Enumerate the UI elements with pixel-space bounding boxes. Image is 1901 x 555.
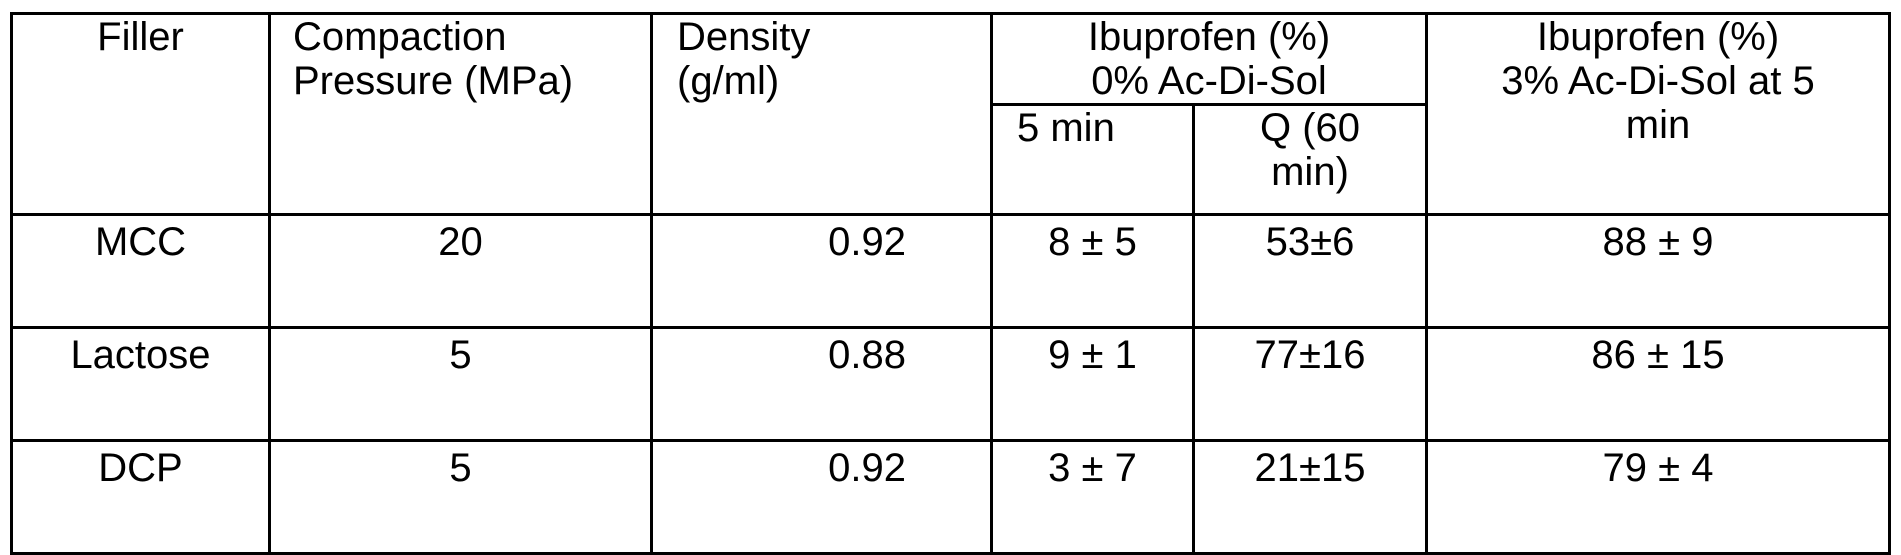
data-table: Filler Compaction Pressure (MPa) Density… bbox=[10, 12, 1891, 555]
header-row: Filler Compaction Pressure (MPa) Density… bbox=[12, 14, 1890, 105]
cell-filler: MCC bbox=[12, 215, 270, 328]
cell-pressure: 5 bbox=[270, 328, 652, 441]
header-ibuprofen-3pct: Ibuprofen (%) 3% Ac-Di-Sol at 5 min bbox=[1427, 14, 1890, 215]
header-filler: Filler bbox=[12, 14, 270, 215]
cell-q60: 77±16 bbox=[1194, 328, 1427, 441]
cell-3pct: 88 ± 9 bbox=[1427, 215, 1890, 328]
table-row: DCP 5 0.92 3 ± 7 21±15 79 ± 4 bbox=[12, 441, 1890, 554]
cell-pressure: 20 bbox=[270, 215, 652, 328]
header-ibuprofen-0pct: Ibuprofen (%) 0% Ac-Di-Sol bbox=[992, 14, 1427, 105]
subheader-5min: 5 min bbox=[992, 105, 1194, 215]
cell-density: 0.88 bbox=[652, 328, 992, 441]
cell-3pct: 79 ± 4 bbox=[1427, 441, 1890, 554]
cell-q60: 21±15 bbox=[1194, 441, 1427, 554]
cell-filler: Lactose bbox=[12, 328, 270, 441]
header-compaction-pressure: Compaction Pressure (MPa) bbox=[270, 14, 652, 215]
table-row: Lactose 5 0.88 9 ± 1 77±16 86 ± 15 bbox=[12, 328, 1890, 441]
cell-q60: 53±6 bbox=[1194, 215, 1427, 328]
table-row: MCC 20 0.92 8 ± 5 53±6 88 ± 9 bbox=[12, 215, 1890, 328]
cell-5min: 3 ± 7 bbox=[992, 441, 1194, 554]
cell-density: 0.92 bbox=[652, 215, 992, 328]
cell-filler: DCP bbox=[12, 441, 270, 554]
cell-pressure: 5 bbox=[270, 441, 652, 554]
header-density: Density (g/ml) bbox=[652, 14, 992, 215]
cell-density: 0.92 bbox=[652, 441, 992, 554]
cell-5min: 9 ± 1 bbox=[992, 328, 1194, 441]
data-table-container: Filler Compaction Pressure (MPa) Density… bbox=[10, 12, 1891, 555]
cell-3pct: 86 ± 15 bbox=[1427, 328, 1890, 441]
cell-5min: 8 ± 5 bbox=[992, 215, 1194, 328]
subheader-q60: Q (60 min) bbox=[1194, 105, 1427, 215]
